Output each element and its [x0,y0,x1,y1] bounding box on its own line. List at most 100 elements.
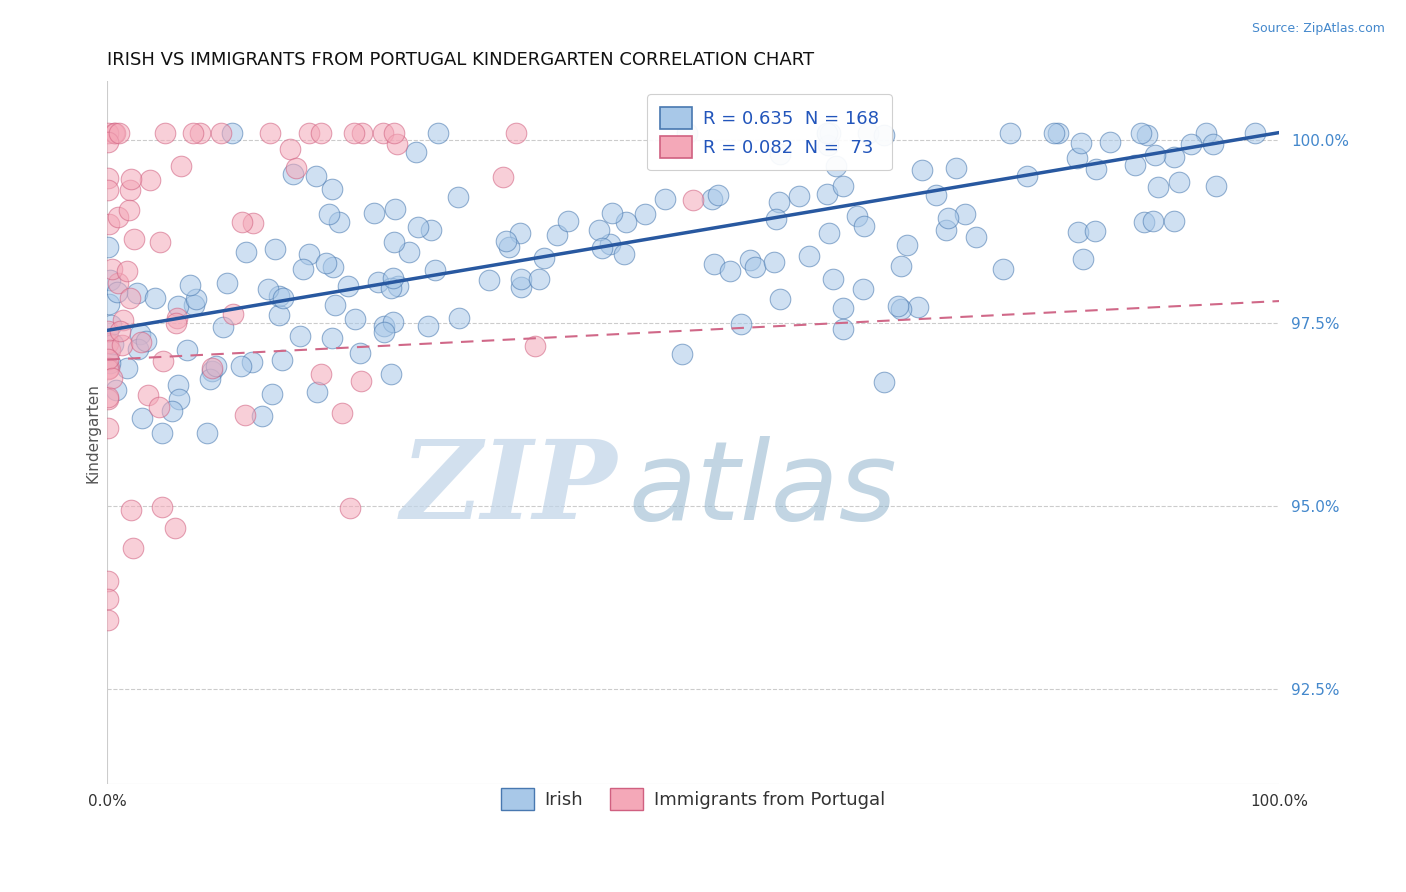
Point [98,217,121,231]
Point [815,126,838,140]
Point [100,261,122,276]
Point [120,292,142,306]
Point [217,276,239,290]
Point [1130,126,1153,140]
Point [873,128,896,142]
Point [309,368,332,382]
Point [278,142,301,156]
Point [427,126,450,140]
Point [242,215,264,229]
Point [150,425,173,440]
Point [250,409,273,423]
Text: IRISH VS IMMIGRANTS FROM PORTUGAL KINDERGARTEN CORRELATION CHART: IRISH VS IMMIGRANTS FROM PORTUGAL KINDER… [107,51,814,69]
Point [1243,126,1265,140]
Point [1136,128,1159,142]
Point [104,383,127,397]
Text: Source: ZipAtlas.com: Source: ZipAtlas.com [1251,22,1385,36]
Point [505,126,527,140]
Point [122,232,145,246]
Point [769,146,792,161]
Point [292,261,315,276]
Point [1163,213,1185,227]
Point [527,271,550,285]
Point [100,273,122,287]
Point [269,308,291,322]
Point [101,371,124,385]
Point [398,244,420,259]
Point [337,279,360,293]
Point [449,311,471,326]
Point [890,301,912,316]
Point [818,226,841,240]
Point [492,170,515,185]
Point [183,298,205,312]
Point [104,126,127,140]
Point [965,230,987,244]
Point [823,272,845,286]
Point [599,237,621,252]
Point [120,172,142,186]
Point [423,263,446,277]
Point [495,234,517,248]
Point [1133,215,1156,229]
Point [97,336,120,351]
Point [97,351,120,366]
Point [136,388,159,402]
Point [323,298,346,312]
Point [321,331,343,345]
Point [380,281,402,295]
Point [478,273,501,287]
Point [111,313,134,327]
Point [768,292,790,306]
Point [907,300,929,314]
Point [1098,135,1121,149]
Point [103,336,125,351]
Point [190,126,212,140]
Point [1066,151,1088,165]
Point [654,193,676,207]
Point [97,361,120,376]
Point [936,211,959,226]
Point [201,364,224,378]
Point [108,126,131,140]
Point [235,245,257,260]
Point [97,184,120,198]
Point [271,353,294,368]
Point [120,183,142,197]
Point [373,325,395,339]
Point [382,315,405,329]
Point [167,392,190,407]
Point [198,372,221,386]
Point [115,361,138,376]
Point [718,264,741,278]
Point [613,247,636,261]
Point [152,354,174,368]
Point [1071,252,1094,267]
Point [105,285,128,299]
Point [135,334,157,348]
Point [730,317,752,331]
Point [700,192,723,206]
Point [343,126,366,140]
Point [768,194,790,209]
Point [682,193,704,207]
Point [510,271,533,285]
Point [297,126,319,140]
Point [873,375,896,389]
Point [143,291,166,305]
Point [1202,136,1225,151]
Point [97,390,120,404]
Point [405,145,427,160]
Point [384,235,406,249]
Point [890,260,912,274]
Point [1144,147,1167,161]
Point [676,126,699,140]
Point [382,126,405,140]
Point [600,206,623,220]
Point [281,167,304,181]
Point [117,264,139,278]
Point [170,159,193,173]
Point [257,282,280,296]
Point [832,178,855,193]
Point [1043,126,1066,140]
